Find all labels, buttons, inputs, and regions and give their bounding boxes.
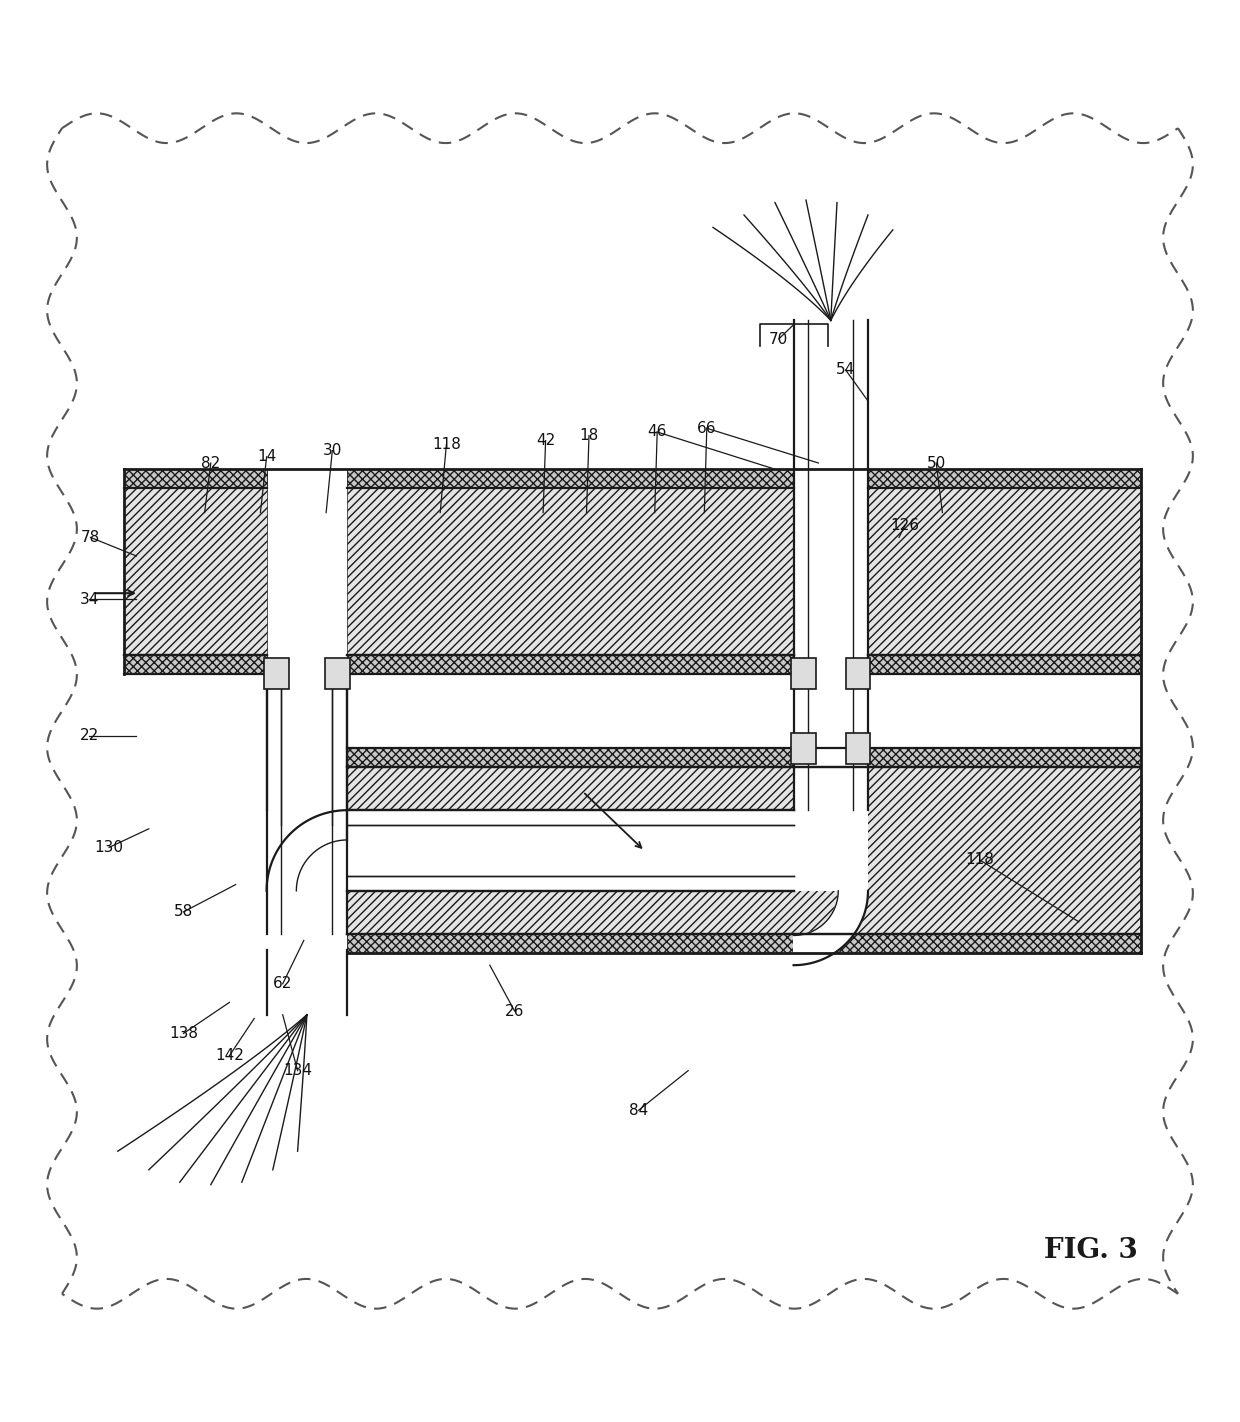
Text: 50: 50	[926, 455, 946, 471]
Text: 78: 78	[81, 530, 100, 545]
Bar	[325, 658, 350, 690]
Bar	[267, 953, 347, 1015]
Bar	[124, 469, 267, 488]
Bar	[124, 488, 267, 656]
Text: 62: 62	[273, 977, 293, 991]
Bar	[281, 674, 332, 953]
Bar	[868, 469, 1141, 488]
Bar	[347, 469, 794, 488]
Text: 42: 42	[536, 434, 556, 448]
Text: 46: 46	[647, 425, 667, 439]
Text: 118: 118	[432, 437, 461, 452]
Bar	[868, 656, 1141, 674]
Text: 22: 22	[79, 728, 99, 744]
Text: 14: 14	[257, 449, 277, 465]
Polygon shape	[267, 811, 347, 890]
Bar	[267, 811, 347, 890]
Bar	[791, 658, 816, 690]
Bar	[791, 732, 816, 764]
Text: 134: 134	[283, 1064, 312, 1078]
Text: 54: 54	[836, 363, 856, 377]
Text: 142: 142	[215, 1048, 244, 1064]
Bar	[347, 748, 1141, 766]
Bar	[347, 656, 794, 674]
Polygon shape	[794, 890, 868, 966]
Text: 138: 138	[169, 1025, 198, 1041]
Text: 34: 34	[79, 592, 99, 607]
Text: 130: 130	[94, 840, 124, 855]
Bar	[347, 766, 1141, 934]
Bar	[347, 934, 1141, 953]
Text: 118: 118	[965, 852, 994, 867]
Text: 58: 58	[174, 904, 193, 920]
Bar	[264, 658, 289, 690]
Text: 82: 82	[201, 455, 221, 471]
Bar	[868, 488, 1141, 656]
Bar	[281, 674, 332, 953]
Bar	[347, 811, 794, 890]
Text: 18: 18	[579, 428, 599, 444]
Bar	[347, 488, 794, 656]
Bar	[846, 658, 870, 690]
Bar	[794, 320, 868, 811]
Text: 126: 126	[890, 518, 920, 532]
Text: 84: 84	[629, 1103, 649, 1118]
Bar	[794, 811, 868, 890]
Text: 26: 26	[505, 1004, 525, 1018]
Bar	[846, 732, 870, 764]
Text: FIG. 3: FIG. 3	[1044, 1237, 1138, 1264]
Text: 30: 30	[322, 444, 342, 458]
Bar	[124, 656, 267, 674]
Text: 66: 66	[697, 421, 717, 435]
Text: 70: 70	[769, 331, 789, 347]
